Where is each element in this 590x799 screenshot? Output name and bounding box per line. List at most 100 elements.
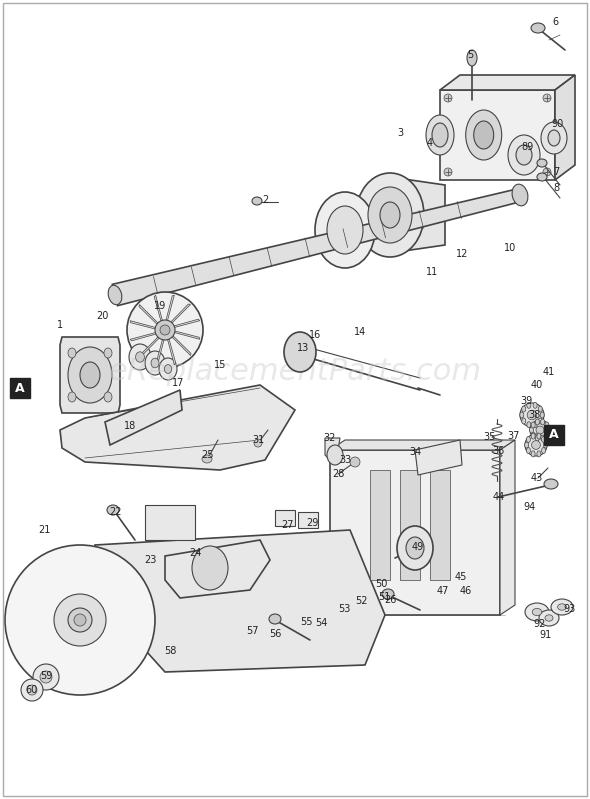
Bar [298, 512, 318, 528]
Text: 91: 91 [539, 630, 551, 640]
Text: 32: 32 [324, 433, 336, 443]
Ellipse shape [33, 664, 59, 690]
Text: 45: 45 [455, 572, 467, 582]
Text: 92: 92 [534, 619, 546, 629]
Text: 38: 38 [528, 410, 540, 420]
Ellipse shape [522, 418, 526, 424]
Ellipse shape [539, 610, 559, 626]
Text: 60: 60 [26, 685, 38, 695]
Text: 31: 31 [252, 435, 264, 445]
Polygon shape [140, 574, 146, 580]
Polygon shape [325, 438, 340, 460]
Polygon shape [24, 562, 30, 567]
Ellipse shape [315, 192, 375, 268]
Ellipse shape [531, 433, 535, 439]
Ellipse shape [520, 403, 544, 427]
Ellipse shape [327, 206, 363, 254]
Text: 15: 15 [214, 360, 226, 370]
Ellipse shape [444, 168, 452, 176]
Text: 94: 94 [524, 502, 536, 512]
Ellipse shape [558, 604, 566, 610]
Text: 93: 93 [564, 604, 576, 614]
Ellipse shape [269, 614, 281, 624]
Ellipse shape [107, 505, 119, 515]
Ellipse shape [525, 434, 547, 456]
Ellipse shape [21, 679, 43, 701]
Ellipse shape [531, 451, 535, 457]
Polygon shape [330, 440, 515, 450]
Polygon shape [14, 660, 20, 666]
Ellipse shape [535, 419, 539, 425]
Ellipse shape [551, 599, 573, 615]
Ellipse shape [474, 121, 494, 149]
Ellipse shape [155, 320, 175, 340]
Polygon shape [95, 530, 385, 672]
Polygon shape [440, 75, 575, 90]
Text: A: A [549, 428, 559, 442]
Ellipse shape [525, 603, 549, 621]
Ellipse shape [380, 202, 400, 228]
Ellipse shape [104, 348, 112, 358]
Polygon shape [130, 672, 136, 678]
Ellipse shape [527, 410, 537, 419]
Ellipse shape [165, 364, 172, 373]
Ellipse shape [527, 403, 531, 408]
Text: 51: 51 [378, 592, 390, 602]
Text: 50: 50 [375, 579, 387, 589]
Polygon shape [40, 686, 47, 690]
Text: 41: 41 [543, 367, 555, 377]
Ellipse shape [536, 426, 544, 434]
Ellipse shape [129, 344, 151, 370]
Text: 11: 11 [426, 267, 438, 277]
Text: 47: 47 [437, 586, 449, 596]
Ellipse shape [136, 352, 145, 362]
Polygon shape [60, 337, 120, 413]
Ellipse shape [382, 589, 394, 599]
Ellipse shape [397, 526, 433, 570]
Ellipse shape [151, 358, 159, 368]
Text: 37: 37 [508, 431, 520, 441]
Ellipse shape [537, 451, 541, 457]
Ellipse shape [160, 325, 170, 335]
Ellipse shape [540, 435, 545, 441]
Ellipse shape [540, 412, 544, 418]
Polygon shape [74, 694, 80, 699]
Text: eReplacementParts.com: eReplacementParts.com [109, 357, 481, 386]
Ellipse shape [537, 159, 547, 167]
Polygon shape [86, 693, 93, 698]
Text: 33: 33 [339, 455, 351, 465]
Ellipse shape [512, 184, 528, 206]
Text: 17: 17 [172, 378, 184, 388]
Ellipse shape [545, 422, 549, 428]
Text: 28: 28 [332, 469, 344, 479]
Ellipse shape [527, 422, 531, 427]
Ellipse shape [525, 442, 529, 448]
Ellipse shape [520, 412, 524, 418]
Ellipse shape [546, 427, 550, 433]
Text: 56: 56 [269, 629, 281, 639]
Text: 14: 14 [354, 327, 366, 337]
Bar [330, 450, 500, 615]
Ellipse shape [532, 440, 540, 449]
Text: 46: 46 [460, 586, 472, 596]
Ellipse shape [532, 608, 542, 615]
Polygon shape [34, 555, 40, 560]
Ellipse shape [68, 347, 112, 403]
Polygon shape [168, 304, 191, 327]
Text: 54: 54 [315, 618, 327, 628]
Text: 27: 27 [282, 520, 294, 530]
Ellipse shape [542, 436, 546, 443]
Text: 5: 5 [467, 50, 473, 60]
Text: 43: 43 [531, 473, 543, 483]
Polygon shape [150, 643, 155, 650]
Text: 18: 18 [124, 421, 136, 431]
Ellipse shape [426, 115, 454, 155]
Text: 34: 34 [409, 447, 421, 457]
Polygon shape [114, 550, 120, 555]
Polygon shape [1, 614, 6, 620]
Polygon shape [169, 333, 191, 356]
Ellipse shape [350, 457, 360, 467]
Bar [430, 470, 450, 580]
Polygon shape [44, 549, 51, 554]
Polygon shape [153, 608, 158, 614]
